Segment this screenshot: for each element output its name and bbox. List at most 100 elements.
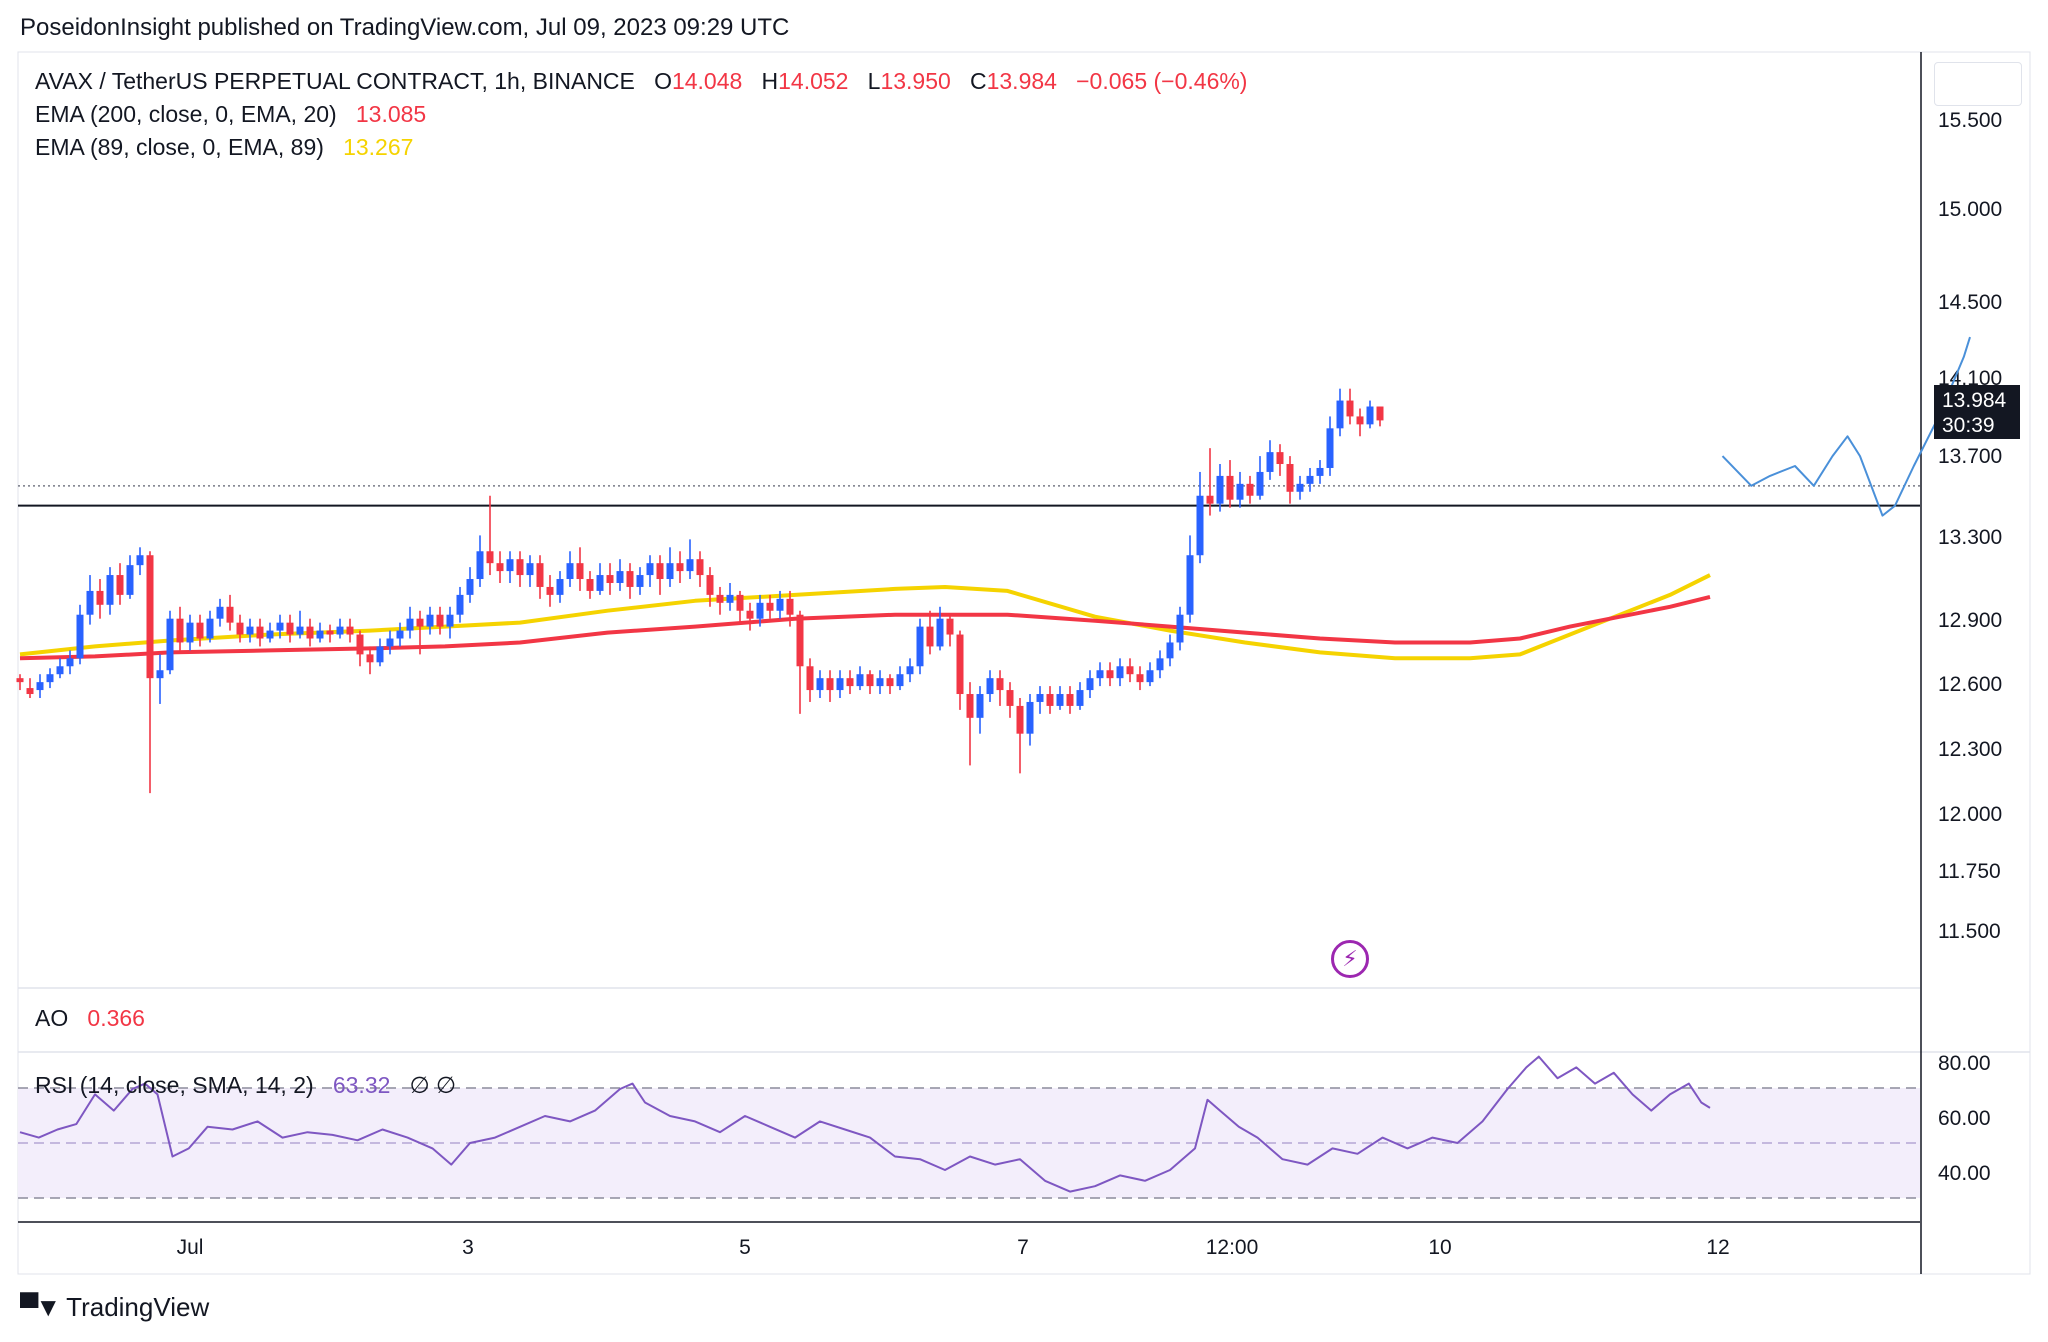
candle-body xyxy=(866,674,874,687)
candle-body xyxy=(156,670,164,679)
candle-body xyxy=(1286,464,1294,492)
candle-body xyxy=(576,563,584,580)
candle-body xyxy=(416,618,424,627)
time-tick-label: Jul xyxy=(177,1236,204,1259)
candle-body xyxy=(986,678,994,695)
candle-body xyxy=(906,666,914,675)
candle-body xyxy=(1226,475,1234,500)
rsi-line xyxy=(19,1055,1711,1193)
chart-frame xyxy=(17,51,2031,1275)
candle-body xyxy=(1006,690,1014,706)
candle-body xyxy=(636,575,644,587)
tradingview-logo[interactable]: ▀▼ TradingView xyxy=(20,1292,209,1323)
rsi-tick-label: 40.00 xyxy=(1938,1162,1991,1185)
time-tick-label: 7 xyxy=(1017,1236,1029,1259)
candle-body xyxy=(846,678,854,687)
candle-body xyxy=(566,563,574,580)
candle-body xyxy=(446,614,454,627)
tradingview-logo-icon: ▀▼ xyxy=(20,1292,61,1322)
price-tick-label: 12.000 xyxy=(1938,803,2002,826)
candle-body xyxy=(1106,670,1114,679)
candle-body xyxy=(26,688,34,695)
level-lines xyxy=(18,485,1920,507)
price-tick-label: 11.750 xyxy=(1938,860,2001,883)
legend-ema200[interactable]: EMA (200, close, 0, EMA, 20) 13.085 xyxy=(35,101,426,128)
legend-symbol: AVAX / TetherUS PERPETUAL CONTRACT, 1h, … xyxy=(35,68,635,94)
legend-change: −0.065 (−0.46%) xyxy=(1076,68,1248,94)
candle-body xyxy=(976,694,984,718)
candle-body xyxy=(96,590,104,605)
price-scale-button[interactable] xyxy=(1934,62,2022,106)
time-axis-labels: Jul 3 5 7 12:00 10 12 xyxy=(177,1236,1730,1259)
candle-body xyxy=(66,658,74,667)
candle-body xyxy=(1326,428,1334,468)
time-tick-label: 5 xyxy=(739,1236,751,1259)
candle-body xyxy=(526,563,534,576)
candle-body xyxy=(86,590,94,615)
publish-line: PoseidonInsight published on TradingView… xyxy=(20,14,790,41)
candle-body xyxy=(1366,406,1374,425)
rsi-tick-label: 80.00 xyxy=(1938,1052,1991,1075)
candle-body xyxy=(686,559,694,572)
time-tick-label: 12:00 xyxy=(1206,1236,1259,1259)
candle-body xyxy=(1146,670,1154,683)
candles xyxy=(16,388,1384,794)
candle-body xyxy=(716,594,724,603)
lightning-icon[interactable]: ⚡ xyxy=(1331,940,1369,978)
price-tick-label: 14.500 xyxy=(1938,291,2002,314)
candle-body xyxy=(606,575,614,583)
legend-c-value: 13.984 xyxy=(986,68,1057,94)
candle-body xyxy=(236,622,244,635)
candle-body xyxy=(746,610,754,619)
candle-body xyxy=(1246,483,1254,496)
candle-body xyxy=(736,594,744,611)
candle-body xyxy=(1066,694,1074,706)
candle-body xyxy=(266,630,274,639)
ema-lines xyxy=(19,573,1711,661)
candle-body xyxy=(476,551,484,580)
candle-body xyxy=(956,634,964,695)
candle-body xyxy=(1046,694,1054,706)
candle-body xyxy=(1236,483,1244,500)
candle-body xyxy=(816,678,824,691)
candle-body xyxy=(966,694,974,718)
candle-body xyxy=(1166,642,1174,659)
candle-body xyxy=(586,579,594,591)
tradingview-brand: TradingView xyxy=(66,1292,210,1322)
candle-body xyxy=(796,614,804,667)
legend-l-label: L xyxy=(867,68,881,94)
candle-body xyxy=(1306,475,1314,484)
projection-line[interactable] xyxy=(1721,336,1971,517)
candle-body xyxy=(1196,495,1204,556)
rsi-axis-labels: 80.00 60.00 40.00 xyxy=(1938,1052,1991,1185)
ao-value: 0.366 xyxy=(87,1005,145,1031)
candle-body xyxy=(276,622,284,631)
candle-body xyxy=(1256,471,1264,496)
candle-body xyxy=(76,614,84,659)
rsi-legend[interactable]: RSI (14, close, SMA, 14, 2) 63.32 ∅ ∅ xyxy=(35,1072,456,1099)
ao-legend[interactable]: AO 0.366 xyxy=(35,1005,145,1032)
candle-body xyxy=(496,563,504,572)
candle-body xyxy=(836,678,844,691)
rsi-tick-label: 60.00 xyxy=(1938,1107,1991,1130)
price-tick-label: 11.500 xyxy=(1938,920,2001,943)
time-tick-label: 3 xyxy=(462,1236,474,1259)
candle-body xyxy=(466,579,474,595)
candle-body xyxy=(1086,678,1094,691)
candle-body xyxy=(1056,694,1064,706)
candle-body xyxy=(1126,666,1134,675)
candle-body xyxy=(326,630,334,635)
candle-body xyxy=(106,575,114,605)
candle-body xyxy=(316,630,324,639)
candle-body xyxy=(1296,483,1304,492)
legend-c-label: C xyxy=(969,68,987,94)
candle-body xyxy=(1076,690,1084,706)
time-tick-label: 10 xyxy=(1428,1236,1451,1259)
candle-body xyxy=(486,551,494,564)
price-axis-labels: 15.500 15.000 14.500 14.100 13.700 13.300 12.9… xyxy=(1938,109,2002,943)
candle-body xyxy=(36,682,44,691)
legend-ema89[interactable]: EMA (89, close, 0, EMA, 89) 13.267 xyxy=(35,134,413,161)
rsi-line-group xyxy=(19,1055,1711,1193)
candle-body xyxy=(696,559,704,576)
